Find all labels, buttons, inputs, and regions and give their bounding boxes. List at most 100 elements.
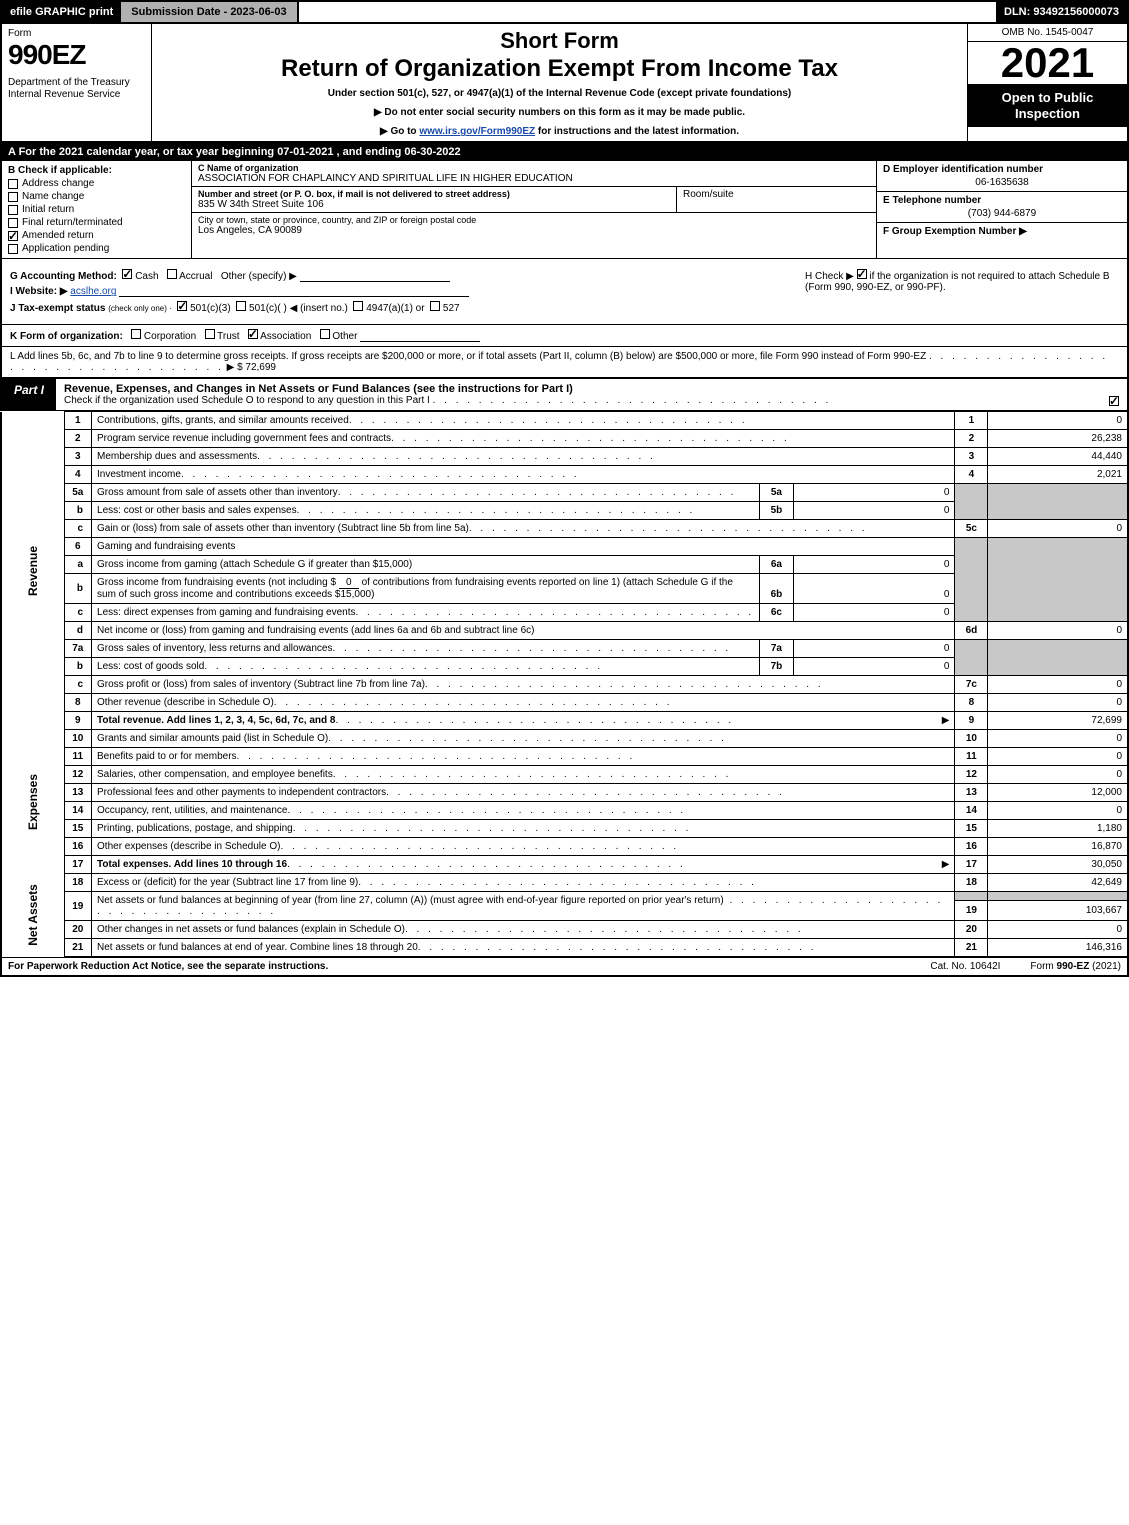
checkbox-527[interactable] (430, 301, 440, 311)
check-amended-return[interactable]: Amended return (8, 230, 185, 241)
checkbox-icon[interactable] (8, 205, 18, 215)
submission-date: Submission Date - 2023-06-03 (121, 2, 298, 22)
revenue-side-label: Revenue (1, 412, 64, 730)
checkbox-association[interactable] (248, 329, 258, 339)
check-final-return[interactable]: Final return/terminated (8, 217, 185, 228)
line-number: 11 (64, 748, 91, 766)
grey-cell (955, 538, 988, 622)
checkbox-accrual[interactable] (167, 269, 177, 279)
website-link[interactable]: acslhe.org (70, 286, 116, 297)
c-street-value: 835 W 34th Street Suite 106 (198, 199, 670, 210)
line-number: 18 (64, 874, 91, 892)
k-other: Other (332, 331, 357, 342)
department-label: Department of the Treasury Internal Reve… (8, 77, 145, 101)
k-corp: Corporation (144, 331, 196, 342)
gij-left: G Accounting Method: Cash Accrual Other … (2, 259, 797, 324)
top-bar: efile GRAPHIC print Submission Date - 20… (0, 0, 1129, 24)
line-ref: 2 (955, 430, 988, 448)
line-number: 20 (64, 921, 91, 939)
k-label: K Form of organization: (10, 331, 123, 342)
line-desc: Other revenue (describe in Schedule O) (92, 694, 955, 712)
k-other-fill[interactable] (360, 341, 480, 342)
checkbox-icon[interactable] (8, 179, 18, 189)
form-label: Form (8, 28, 145, 39)
sub-line-ref: 5a (760, 484, 793, 502)
checkbox-icon[interactable] (8, 192, 18, 202)
fundraising-fill[interactable]: 0 (339, 577, 359, 589)
line-desc: Professional fees and other payments to … (92, 784, 955, 802)
line-desc: Program service revenue including govern… (92, 430, 955, 448)
line-k: K Form of organization: Corporation Trus… (0, 325, 1129, 347)
line-desc: Occupancy, rent, utilities, and maintena… (92, 802, 955, 820)
line-desc: Contributions, gifts, grants, and simila… (92, 412, 955, 430)
line-number: 5a (64, 484, 91, 502)
checkbox-4947[interactable] (353, 301, 363, 311)
goto-link[interactable]: www.irs.gov/Form990EZ (419, 126, 535, 137)
table-row: 15 Printing, publications, postage, and … (1, 820, 1128, 838)
short-form-title: Short Form (160, 28, 959, 54)
line-ref: 11 (955, 748, 988, 766)
efile-label[interactable]: efile GRAPHIC print (2, 2, 121, 22)
check-name-change[interactable]: Name change (8, 191, 185, 202)
sub-line-amount: 0 (793, 484, 955, 502)
line-number: 4 (64, 466, 91, 484)
checkbox-schedule-o[interactable] (1109, 396, 1119, 406)
table-row: 21 Net assets or fund balances at end of… (1, 939, 1128, 957)
sub-line-ref: 7a (760, 640, 793, 658)
line-desc: Total expenses. Add lines 10 through 16▶ (92, 856, 955, 874)
i-label: I Website: ▶ (10, 286, 68, 297)
l-text: L Add lines 5b, 6c, and 7b to line 9 to … (10, 351, 926, 362)
goto-post: for instructions and the latest informat… (535, 126, 739, 137)
table-row: 9 Total revenue. Add lines 1, 2, 3, 4, 5… (1, 712, 1128, 730)
line-number: 7a (64, 640, 91, 658)
check-application-pending[interactable]: Application pending (8, 243, 185, 254)
line-amount: 0 (988, 622, 1128, 640)
checkbox-trust[interactable] (205, 329, 215, 339)
c-city-label: City or town, state or province, country… (198, 215, 870, 225)
checkbox-501c[interactable] (236, 301, 246, 311)
d-value: 06-1635638 (883, 177, 1121, 188)
table-row: 13 Professional fees and other payments … (1, 784, 1128, 802)
checkbox-icon[interactable] (8, 231, 18, 241)
line-ref: 19 (955, 900, 988, 921)
gij-right: H Check ▶ if the organization is not req… (797, 259, 1127, 324)
checkbox-cash[interactable] (122, 269, 132, 279)
line-g: G Accounting Method: Cash Accrual Other … (10, 269, 789, 282)
line-number: c (64, 520, 91, 538)
checkbox-icon[interactable] (8, 218, 18, 228)
line-ref: 7c (955, 676, 988, 694)
check-initial-return[interactable]: Initial return (8, 204, 185, 215)
page-footer: For Paperwork Reduction Act Notice, see … (0, 957, 1129, 977)
line-amount: 0 (988, 412, 1128, 430)
l-amount: 72,699 (245, 362, 276, 373)
column-c-org-info: C Name of organization ASSOCIATION FOR C… (192, 161, 877, 258)
line-desc: Less: cost or other basis and sales expe… (92, 502, 760, 520)
line-number: 19 (64, 892, 91, 921)
table-row: 20 Other changes in net assets or fund b… (1, 921, 1128, 939)
checkbox-corporation[interactable] (131, 329, 141, 339)
checkbox-501c3[interactable] (177, 301, 187, 311)
f-group-exemption-cell: F Group Exemption Number ▶ (877, 223, 1127, 242)
line-amount: 0 (988, 730, 1128, 748)
main-title: Return of Organization Exempt From Incom… (160, 56, 959, 82)
checkbox-other-org[interactable] (320, 329, 330, 339)
g-other-fill[interactable] (300, 281, 450, 282)
line-ref: 18 (955, 874, 988, 892)
grey-cell (988, 640, 1128, 676)
check-address-change[interactable]: Address change (8, 178, 185, 189)
line-desc: Membership dues and assessments (92, 448, 955, 466)
checkbox-h[interactable] (857, 269, 867, 279)
line-desc: Printing, publications, postage, and shi… (92, 820, 955, 838)
line-h: H Check ▶ if the organization is not req… (805, 269, 1119, 293)
c-name-value: ASSOCIATION FOR CHAPLAINCY AND SPIRITUAL… (198, 173, 870, 184)
line-ref: 20 (955, 921, 988, 939)
column-d-e-f: D Employer identification number 06-1635… (877, 161, 1127, 258)
line-desc: Less: direct expenses from gaming and fu… (92, 604, 760, 622)
line-desc: Other changes in net assets or fund bala… (92, 921, 955, 939)
line-number: b (64, 574, 91, 604)
line-number: c (64, 676, 91, 694)
line-amount: 0 (988, 766, 1128, 784)
grey-cell (955, 892, 988, 900)
table-row: c Gain or (loss) from sale of assets oth… (1, 520, 1128, 538)
checkbox-icon[interactable] (8, 244, 18, 254)
